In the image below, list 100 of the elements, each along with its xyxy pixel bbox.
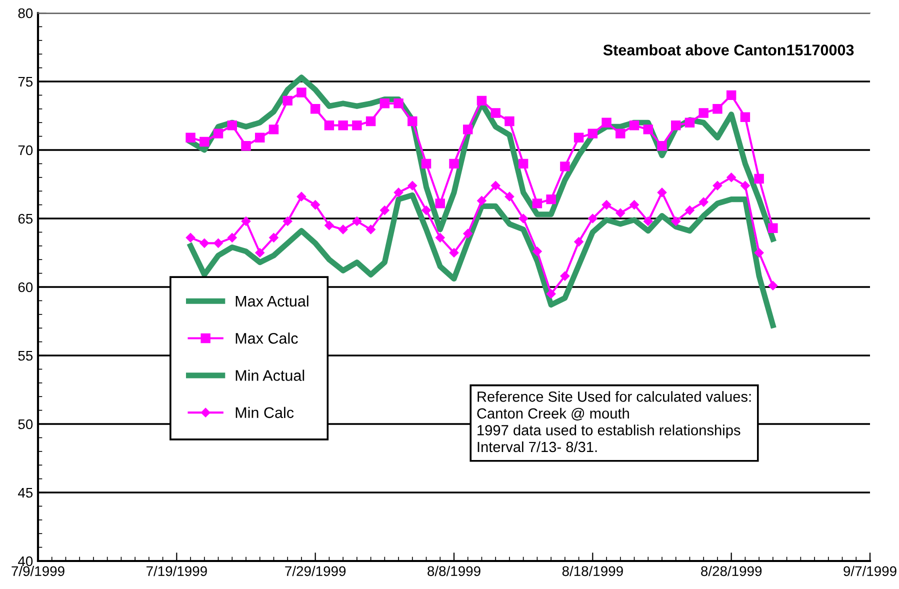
point [408,180,418,190]
point [602,118,612,128]
point [380,98,390,108]
point [268,124,279,134]
point [616,128,626,138]
point [671,120,681,130]
point [366,224,376,234]
point [477,196,486,206]
point [449,248,459,258]
point [269,233,278,242]
point [560,271,570,281]
y-tick-label: 80 [18,8,33,18]
x-tick-label: 8/28/1999 [701,566,762,576]
point [698,108,708,118]
point [504,116,514,126]
point [532,198,542,208]
point [630,200,639,210]
point [698,197,708,207]
point [740,180,750,190]
point [422,206,431,215]
point [338,224,348,234]
y-tick-label: 60 [18,282,33,292]
point [282,96,292,106]
point [435,198,445,208]
text: Steamboat above Canton15170003 [603,44,854,56]
point [740,112,750,122]
point [657,141,667,151]
point [296,192,306,202]
y-tick-label: 55 [18,350,33,361]
point [449,158,459,169]
x-tick-label: 7/29/1999 [285,566,346,576]
y-tick-label: 70 [18,145,33,156]
point [241,141,251,151]
point [310,104,320,114]
point [726,90,736,100]
y-tick-label: 75 [18,76,33,87]
point [380,206,390,215]
point [421,158,432,169]
point [560,162,570,172]
point [754,248,764,258]
x-tick-label: 7/19/1999 [146,566,207,576]
x-tick-label: 7/9/1999 [12,566,64,576]
point [490,180,500,190]
point [352,120,362,130]
x-tick-label: 9/7/1999 [844,566,896,576]
point [463,228,472,238]
point [241,216,251,226]
y-tick-label: 65 [18,214,33,224]
point [684,118,695,128]
point [408,116,418,126]
point [352,216,362,226]
point [324,120,334,130]
legend-label: Min Actual [236,370,304,381]
point [213,128,224,138]
y-tick-label: 40 [18,556,33,566]
point [255,248,264,258]
legend-label: Max Calc [236,332,298,344]
point [200,136,210,147]
point [518,214,528,224]
x-tick-label: 8/18/1999 [562,566,623,576]
point [338,120,348,130]
point [255,132,265,143]
point [768,223,778,233]
point [366,116,376,126]
point [712,180,722,190]
point [518,158,528,169]
point [768,281,778,290]
point [282,216,292,226]
point [726,172,736,182]
annotation: Reference Site Used for calculated values: Canton Creek @ mouth 1997 data used to establish relationships Interval 7/13- 8/31. [477,391,751,452]
x-tick-label: 8/8/1999 [428,566,480,576]
point [644,216,653,226]
point [629,120,640,130]
point [504,192,514,202]
point [394,188,404,198]
point [588,214,598,224]
point [186,233,196,242]
point [296,88,306,98]
point [228,233,237,242]
point [546,289,556,298]
point [546,194,556,204]
point [394,98,404,108]
y-tick-label: 50 [18,419,33,430]
point [532,246,542,256]
point [712,104,722,114]
point [324,220,334,230]
point [602,200,612,210]
point [214,238,223,248]
point [574,237,584,246]
point [490,108,500,118]
point [463,124,473,134]
point [200,238,210,248]
point [657,188,667,198]
point [671,216,680,226]
point [574,132,584,143]
y-tick-label: 45 [18,488,33,498]
legend-label: Min Calc [236,406,294,418]
point [616,208,626,218]
point [754,174,764,184]
point [186,132,196,143]
